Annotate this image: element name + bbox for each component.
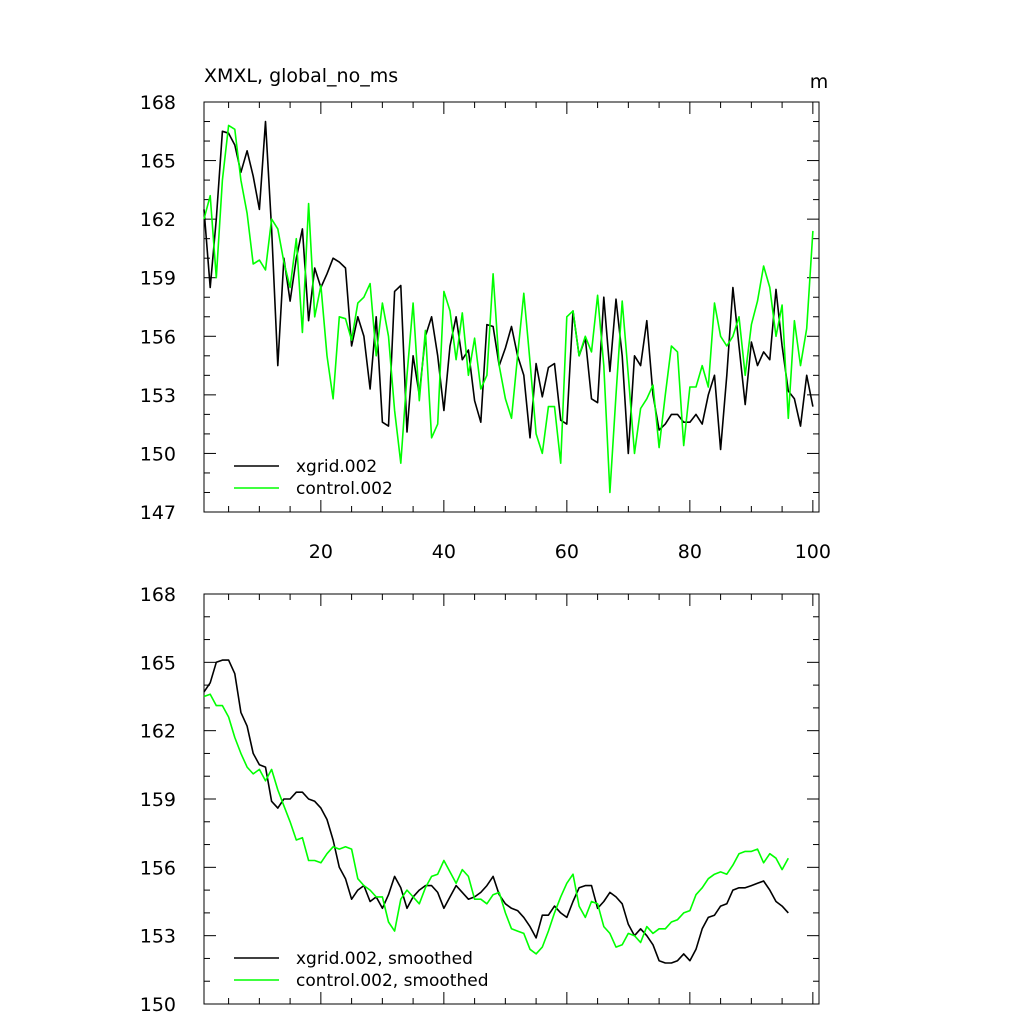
y-tick-label: 159 [140,268,176,290]
y-tick-label: 150 [140,443,176,465]
x-tick-label: 20 [309,541,333,563]
y-tick-label: 168 [140,584,176,606]
chart-panel-1: 147 150 153 156 159 162 165 168 20 40 60 80 100 XMXL,… [140,65,831,563]
units-label: m [810,71,829,93]
y-tick-label: 147 [140,502,176,524]
legend-label: control.002, smoothed [296,971,489,991]
plot-frame [203,101,820,513]
plot-frame [203,593,820,1005]
y-tick-label: 159 [140,789,176,811]
series-line-control [203,693,790,955]
y-tick-label: 150 [140,994,176,1016]
y-tick-label: 165 [140,652,176,674]
x-tick-label: 60 [555,541,579,563]
series-line-xgrid [203,120,814,455]
chart-panel-2: 150 153 156 159 162 165 168 xgrid.002, smoothed… [140,584,820,1016]
y-tick-label: 153 [140,385,176,407]
y-tick-label: 156 [140,326,176,348]
y-tick-label: 153 [140,926,176,948]
y-tick-label: 156 [140,857,176,879]
legend-label: control.002 [296,479,393,499]
series-line-xgrid [203,659,789,964]
y-tick-label: 162 [140,721,176,743]
y-tick-label: 162 [140,209,176,231]
chart-title: XMXL, global_no_ms [204,65,398,87]
x-tick-label: 100 [795,541,831,563]
series-line-control [203,124,814,494]
y-tick-label: 168 [140,92,176,114]
x-tick-label: 40 [432,541,456,563]
x-tick-label: 80 [678,541,702,563]
legend-label: xgrid.002 [296,457,377,477]
y-tick-label: 165 [140,151,176,173]
legend-label: xgrid.002, smoothed [296,949,473,969]
